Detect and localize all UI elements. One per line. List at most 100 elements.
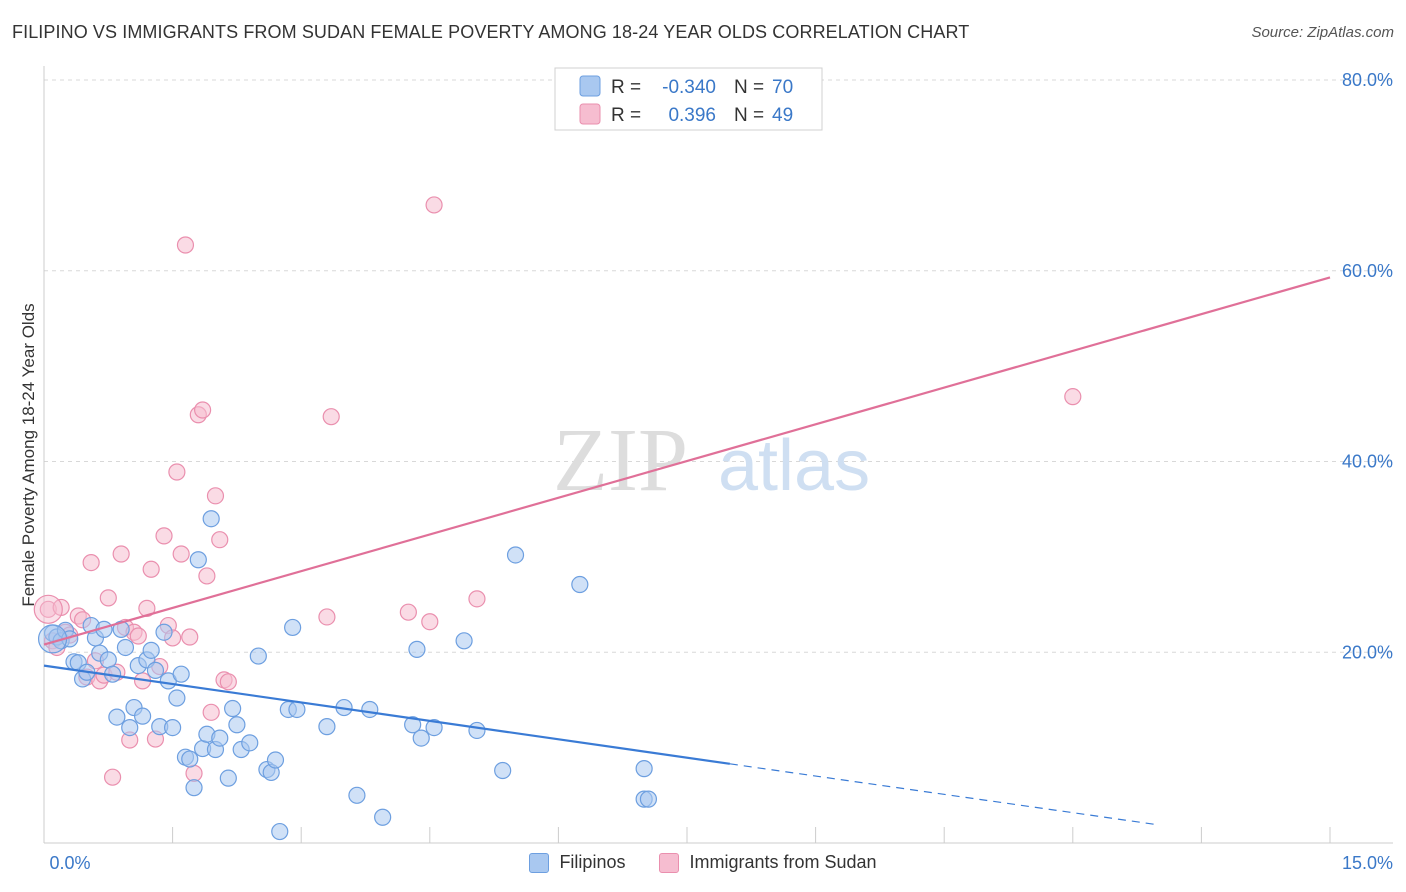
y-tick-label-2: 60.0% [1342,261,1393,281]
point-sudan-14 [103,768,122,786]
point-filipinos-64 [494,761,512,780]
point-sudan-44 [399,603,417,621]
legend-swatch-sudan [579,103,601,125]
point-filipinos-69 [635,760,653,778]
point-filipinos-63 [468,721,486,740]
legend-n-label-2: N = [734,105,764,126]
grid-lines [44,79,1393,653]
y-tick-label-1: 40.0% [1342,452,1393,472]
point-sudan-13 [99,589,117,607]
trend-line-filipinos-extension [729,763,1159,826]
point-filipinos-18 [121,718,139,737]
chart-title: FILIPINO VS IMMIGRANTS FROM SUDAN FEMALE… [12,22,970,42]
point-sudan-cluster [33,594,63,624]
legend-swatch-sudan-bottom [659,852,680,873]
source-credit: Source: ZipAtlas.com [1251,24,1394,41]
point-filipinos-16 [112,620,130,638]
point-filipinos-53 [318,718,336,736]
point-filipinos-66 [571,575,589,594]
legend-r-label-1: R = [611,77,641,98]
point-sudan-33 [185,764,203,782]
point-filipinos-42 [228,716,246,734]
x-tick-label-1: 15.0% [1342,853,1393,873]
trend-line-filipinos [43,664,731,765]
point-filipinos-44 [241,734,259,752]
point-filipinos-56 [361,700,379,719]
legend-swatch-filipinos [579,75,601,97]
point-sudan-20 [129,627,147,645]
y-axis-label: Female Poverty Among 18-24 Year Olds [19,303,38,606]
point-filipinos-39 [211,729,229,747]
point-filipinos-49 [271,822,289,841]
legend-item-filipinos[interactable]: Filipinos [529,852,625,873]
tick-labels: 20.0% 40.0% 60.0% 80.0% 0.0% 15.0% [49,70,1393,873]
point-sudan-32 [181,628,199,646]
legend-r-value-2: 0.396 [668,105,716,126]
legend-n-label-1: N = [734,77,764,98]
y-tick-label-0: 20.0% [1342,642,1393,662]
point-sudan-36 [198,567,216,585]
point-filipinos-30 [172,665,190,683]
point-filipinos-58 [404,716,422,734]
point-filipinos-41 [224,699,242,718]
point-sudan-30 [172,545,190,563]
point-filipinos-28 [164,718,182,737]
point-sudan-37 [202,703,220,721]
point-sudan-9 [82,553,100,572]
point-sudan-38 [206,487,225,505]
point-filipinos-26 [155,623,173,641]
axes [43,66,1393,844]
point-filipinos-60 [412,729,430,747]
point-filipinos-61 [425,718,443,737]
watermark-atlas: atlas [718,426,870,506]
point-filipinos-33 [185,779,203,797]
point-filipinos-59 [408,640,426,658]
point-sudan-45 [421,613,439,631]
trend-line-sudan [43,276,1331,646]
point-filipinos-13 [99,651,117,669]
point-filipinos-32 [181,750,199,768]
legend-item-sudan[interactable]: Immigrants from Sudan [659,852,877,873]
point-sudan-35 [194,401,212,419]
point-filipinos-62 [455,632,473,650]
watermark-zip: ZIP [553,411,688,510]
point-filipinos-48 [266,751,285,769]
point-filipinos-65 [506,546,525,564]
point-filipinos-68 [639,790,658,808]
legend-r-value-1: -0.340 [662,77,716,98]
point-filipinos-21 [133,707,152,725]
point-sudan-23 [142,560,160,578]
point-filipinos-34 [189,551,207,569]
point-sudan-47 [468,590,486,608]
point-filipinos-52 [288,700,306,719]
point-sudan-46 [425,196,443,214]
x-tick-label-0: 0.0% [49,853,90,873]
point-filipinos-23 [142,641,160,659]
point-filipinos-37 [202,510,220,528]
legend-top: R = -0.340 N = 70 R = 0.396 N = 49 [554,67,823,131]
point-filipinos-29 [168,689,186,707]
trend-lines [43,276,1331,826]
point-filipinos-24 [146,661,165,679]
point-filipinos-45 [249,647,267,665]
point-filipinos-55 [348,786,366,804]
point-sudan-16 [112,545,130,563]
point-sudan-42 [318,608,336,626]
point-filipinos-57 [374,808,392,826]
point-sudan-31 [176,236,195,254]
point-sudan-39 [211,531,229,549]
legend-n-value-2: 49 [772,105,793,126]
point-sudan-43 [322,408,340,426]
point-filipinos-15 [108,708,126,726]
point-sudan-48 [1064,388,1082,406]
legend-n-value-1: 70 [772,77,793,98]
series-filipinos-points [37,510,658,841]
legend-label-filipinos: Filipinos [559,852,626,872]
legend-label-sudan: Immigrants from Sudan [689,852,877,872]
legend-bottom: Filipinos Immigrants from Sudan [0,852,1406,873]
point-filipinos-17 [116,638,135,657]
legend-swatch-filipinos-bottom [529,852,550,873]
point-sudan-41 [219,673,237,691]
point-filipinos-40 [219,769,237,787]
